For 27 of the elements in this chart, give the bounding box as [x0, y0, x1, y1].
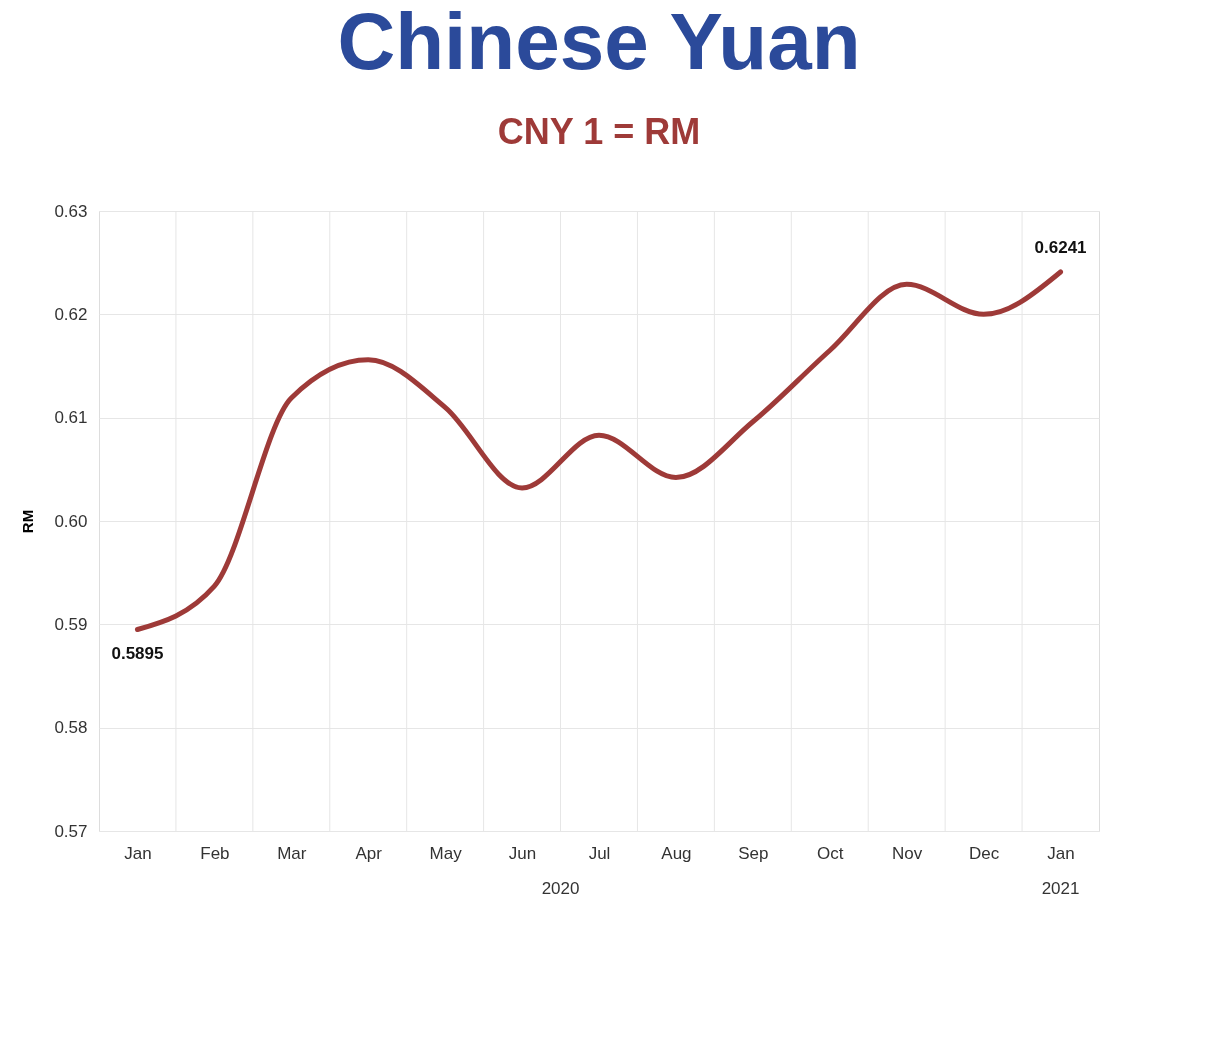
x-tick-label: Jan [1047, 843, 1075, 863]
y-tick-label: 0.63 [54, 201, 88, 221]
y-tick-label: 0.60 [54, 511, 88, 531]
data-label: 0.5895 [111, 643, 164, 663]
chart-title: Chinese Yuan [337, 0, 861, 86]
y-tick-label: 0.57 [54, 821, 88, 841]
y-tick-label: 0.62 [54, 304, 88, 324]
x-tick-label: Sep [738, 843, 769, 863]
y-tick-label: 0.61 [54, 408, 88, 428]
x-tick-label: Oct [817, 843, 844, 863]
x-tick-label: Mar [277, 843, 307, 863]
x-tick-label: Dec [969, 843, 1000, 863]
x-tick-label: Jan [124, 843, 152, 863]
text: 2020 [541, 879, 580, 898]
x-tick-label: May [429, 843, 463, 863]
x-tick-label: Apr [355, 843, 383, 863]
x-tick-label: Aug [661, 843, 692, 863]
y-axis-title: RM [19, 509, 37, 534]
x-tick-label: Jul [588, 843, 611, 863]
x-tick-label: Feb [200, 843, 230, 863]
data-label: 0.6241 [1034, 237, 1087, 257]
text: 2021 [1041, 879, 1080, 898]
x-tick-label: Nov [892, 843, 923, 863]
x-tick-label: Jun [508, 843, 537, 863]
y-tick-label: 0.59 [54, 614, 88, 634]
y-tick-label: 0.58 [54, 718, 88, 738]
chart-subtitle: CNY 1 = RM [497, 111, 701, 152]
